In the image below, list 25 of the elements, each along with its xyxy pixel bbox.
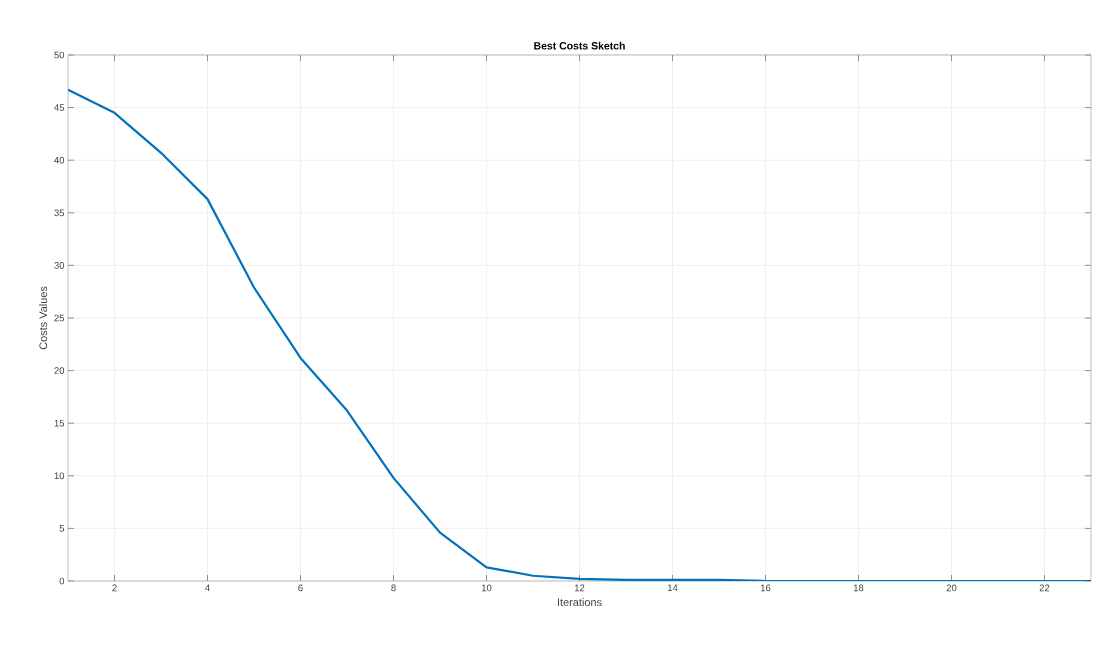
chart-title: Best Costs Sketch: [534, 41, 625, 50]
y-tick-label: 35: [54, 209, 65, 217]
x-tick-label: 2: [112, 584, 117, 592]
x-tick-label: 22: [1039, 584, 1050, 592]
y-tick-label: 5: [59, 525, 65, 532]
y-tick-label: 25: [54, 314, 65, 322]
x-tick-label: 20: [946, 584, 957, 592]
y-tick-label: 10: [54, 472, 65, 480]
x-tick-label: 8: [391, 584, 396, 592]
y-tick-label: 40: [54, 156, 65, 164]
x-tick-label: 6: [298, 584, 303, 592]
x-tick-label: 18: [853, 584, 864, 592]
y-tick-label: 30: [54, 262, 65, 269]
y-tick-label: 50: [54, 51, 65, 59]
y-axis-title: Costs Values: [39, 286, 48, 350]
x-tick-label: 14: [667, 584, 678, 592]
y-tick-label: 45: [54, 104, 65, 111]
y-tick-label: 20: [54, 367, 65, 374]
x-axis-title: Iterations: [557, 598, 602, 607]
x-tick-label: 4: [205, 584, 210, 592]
x-tick-label: 16: [760, 584, 771, 592]
x-tick-label: 10: [481, 584, 492, 592]
y-tick-label: 15: [54, 419, 65, 427]
y-tick-label: 0: [59, 577, 65, 585]
x-tick-label: 12: [574, 584, 585, 592]
